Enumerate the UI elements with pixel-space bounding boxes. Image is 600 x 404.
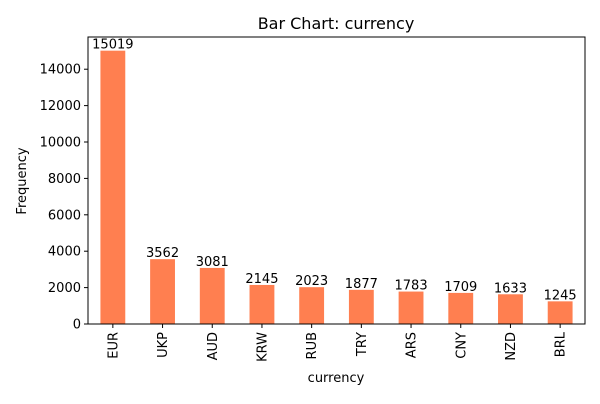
x-axis-label: currency <box>308 371 365 386</box>
y-tick-label: 12000 <box>40 99 81 114</box>
bar <box>249 284 275 324</box>
data-label: 1245 <box>544 288 577 303</box>
x-tick-label: EUR <box>106 332 121 359</box>
y-tick-label: 0 <box>73 318 81 333</box>
plot-frame <box>87 36 586 325</box>
bar <box>299 287 325 324</box>
data-label: 15019 <box>92 38 133 53</box>
bar <box>199 267 225 324</box>
x-tick-label: BRL <box>554 331 569 357</box>
plot-area: 15019 3562 3081 2145 2023 1877 1783 1709 1633 124… <box>40 36 586 362</box>
data-label: 3081 <box>196 255 229 270</box>
bar <box>100 50 126 324</box>
y-tick-label: 4000 <box>48 245 81 260</box>
y-tick-label: 6000 <box>48 208 81 223</box>
y-tick-label: 2000 <box>48 281 81 296</box>
x-tick-label: RUB <box>305 332 320 359</box>
y-axis-label: Frequency <box>15 147 30 214</box>
data-label: 2023 <box>295 274 328 289</box>
x-tick-label: NZD <box>504 332 519 361</box>
data-label: 1877 <box>345 277 378 292</box>
data-label: 1709 <box>444 280 477 295</box>
data-label: 3562 <box>146 246 179 261</box>
bar <box>547 301 573 324</box>
x-tick-label: KRW <box>255 332 270 362</box>
bar <box>448 292 474 324</box>
y-tick-label: 14000 <box>40 63 81 78</box>
y-tick-label: 10000 <box>40 136 81 151</box>
data-label: 2145 <box>245 272 278 287</box>
x-tick-label: CNY <box>454 332 469 359</box>
x-tick-label: UKP <box>156 332 171 358</box>
x-tick-label: TRY <box>355 332 370 357</box>
x-tick-label: AUD <box>206 332 221 360</box>
bar <box>398 291 424 324</box>
bar <box>348 289 374 324</box>
bar <box>150 259 175 324</box>
data-label: 1783 <box>395 279 428 294</box>
y-tick-label: 8000 <box>48 172 81 187</box>
x-tick-label: ARS <box>405 332 420 358</box>
bar <box>498 294 523 324</box>
chart-title: Bar Chart: currency <box>258 14 415 33</box>
data-label: 1633 <box>494 281 527 296</box>
